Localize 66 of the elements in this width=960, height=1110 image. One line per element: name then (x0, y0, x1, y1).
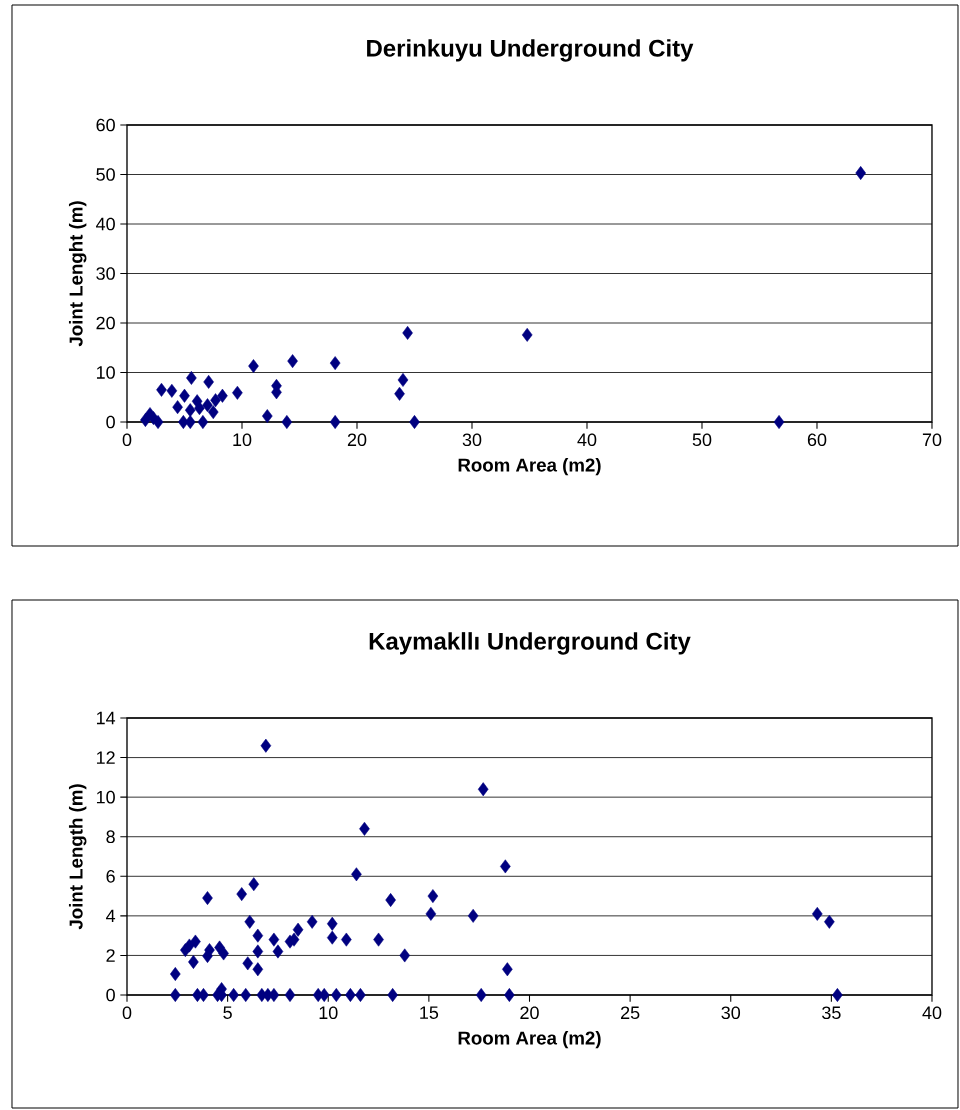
y-tick-label: 50 (96, 168, 115, 181)
point (179, 388, 190, 403)
y-axis-title: Joint Lenght (m) (68, 201, 87, 347)
point (281, 415, 293, 429)
y-tick-label: 14 (96, 711, 116, 725)
y-tick-label: 30 (96, 267, 115, 280)
point (207, 405, 219, 420)
x-tick-label: 30 (462, 433, 482, 447)
x-tick-label: 20 (347, 433, 367, 447)
x-tick-label: 35 (822, 1006, 841, 1020)
x-tick-label: 40 (922, 1006, 942, 1020)
y-tick-label: 6 (106, 869, 115, 883)
point (855, 166, 866, 180)
x-tick-label: 50 (692, 433, 712, 447)
point (248, 359, 259, 374)
point (232, 385, 243, 400)
point (166, 383, 178, 398)
point (394, 386, 405, 401)
point (397, 373, 409, 387)
point (197, 415, 209, 429)
x-tick-label: 10 (319, 1006, 338, 1020)
point (186, 371, 197, 385)
x-tick-label: 0 (122, 433, 132, 447)
point (521, 327, 533, 342)
x-tick-label: 60 (807, 433, 827, 447)
point (409, 415, 420, 429)
y-tick-label: 0 (106, 415, 115, 429)
x-tick-label: 70 (922, 433, 942, 447)
point (194, 401, 205, 416)
point (329, 356, 341, 371)
point (402, 325, 413, 340)
x-axis-title: Room Area (m2) (458, 1030, 601, 1049)
chart-title: Kaymakllı Underground City (369, 632, 691, 655)
y-tick-label: 60 (96, 118, 115, 132)
point (156, 382, 167, 397)
x-tick-label: 25 (621, 1006, 640, 1020)
point (262, 409, 273, 423)
y-tick-label: 10 (96, 790, 115, 804)
x-tick-label: 30 (721, 1006, 741, 1020)
x-tick-label: 0 (122, 1006, 132, 1020)
y-tick-label: 4 (106, 909, 116, 923)
point (287, 354, 298, 369)
y-tick-label: 40 (96, 217, 115, 231)
point (203, 374, 214, 389)
x-tick-label: 10 (233, 433, 252, 447)
point (184, 415, 196, 429)
point (184, 403, 196, 418)
y-tick-label: 2 (106, 949, 115, 962)
y-axis-title: Joint Length (m) (68, 784, 87, 930)
point (773, 415, 785, 429)
chart-title: Derinkuyu Underground City (367, 39, 694, 62)
point (217, 388, 228, 403)
y-tick-label: 8 (106, 830, 115, 844)
x-tick-label: 40 (577, 433, 597, 447)
y-tick-label: 12 (96, 751, 115, 764)
x-tick-label: 15 (420, 1006, 439, 1019)
point (202, 398, 213, 413)
x-tick-label: 20 (520, 1006, 539, 1020)
y-tick-label: 0 (106, 988, 115, 1002)
x-tick-label: 5 (223, 1006, 232, 1019)
point (329, 415, 341, 429)
x-axis-title: Room Area (m2) (458, 457, 601, 476)
point (172, 400, 183, 415)
point (152, 415, 164, 429)
y-tick-label: 20 (96, 316, 115, 330)
y-tick-label: 10 (96, 366, 115, 379)
